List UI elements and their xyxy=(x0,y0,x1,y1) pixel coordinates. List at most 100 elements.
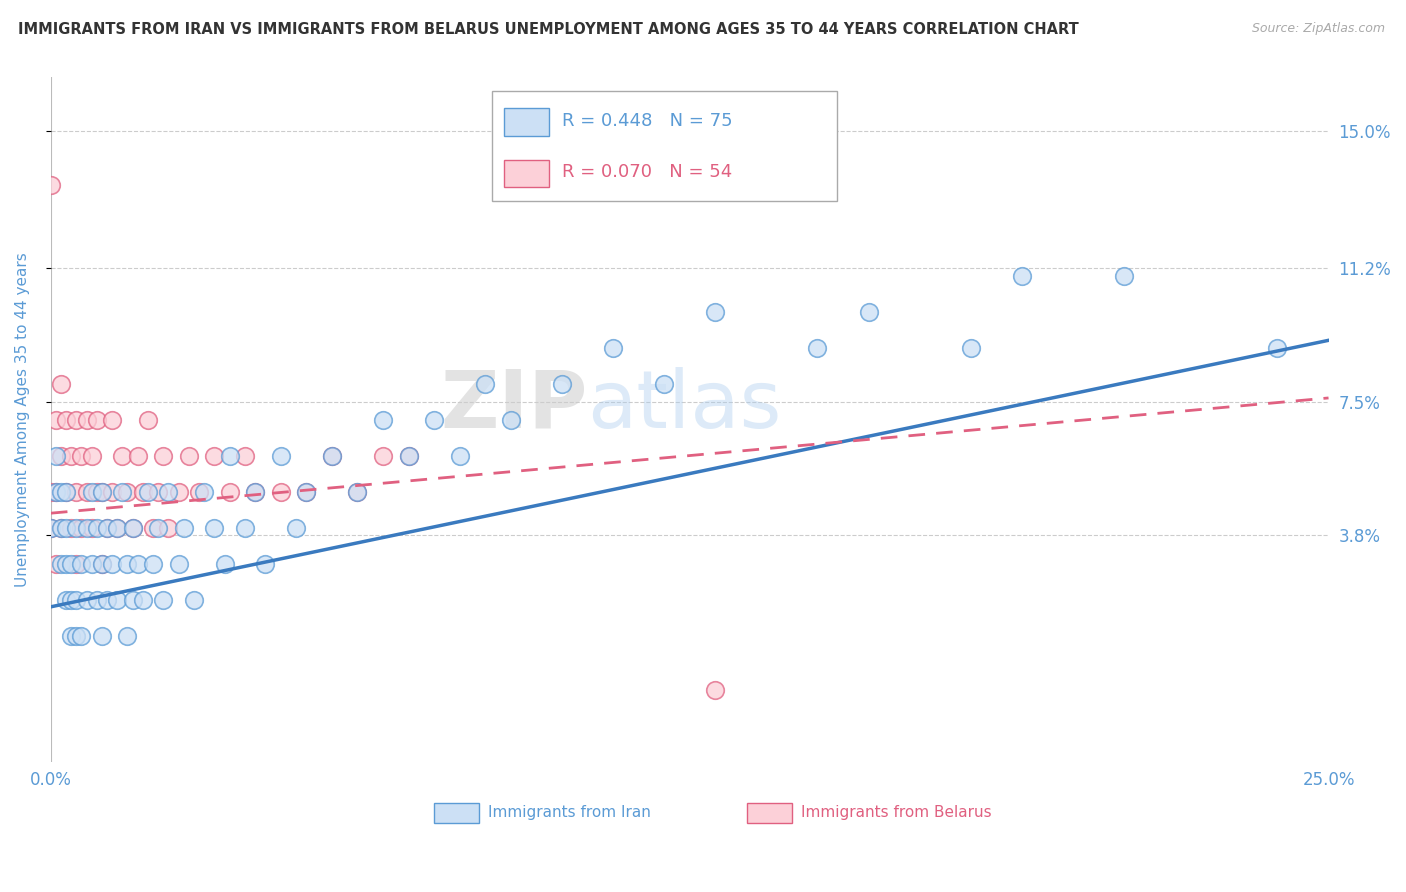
Point xyxy=(111,449,134,463)
Point xyxy=(55,484,77,499)
Point xyxy=(136,484,159,499)
Point xyxy=(167,484,190,499)
Point xyxy=(136,412,159,426)
Point xyxy=(91,484,114,499)
Point xyxy=(55,592,77,607)
Point xyxy=(423,412,446,426)
Point xyxy=(101,412,124,426)
Point xyxy=(321,449,343,463)
Point xyxy=(295,484,318,499)
Point xyxy=(602,341,624,355)
Point xyxy=(60,520,83,534)
Point xyxy=(86,520,108,534)
Point xyxy=(233,449,256,463)
Point xyxy=(49,520,72,534)
Text: ZIP: ZIP xyxy=(440,367,588,445)
Point xyxy=(86,484,108,499)
FancyBboxPatch shape xyxy=(505,108,550,136)
Point xyxy=(188,484,211,499)
Point xyxy=(91,557,114,571)
Point xyxy=(39,520,62,534)
Point xyxy=(60,557,83,571)
Point xyxy=(105,592,128,607)
Point xyxy=(65,484,87,499)
Text: R = 0.448   N = 75: R = 0.448 N = 75 xyxy=(562,112,733,129)
Point xyxy=(117,629,139,643)
Point xyxy=(214,557,236,571)
Point xyxy=(177,449,200,463)
Point xyxy=(45,484,67,499)
Text: Immigrants from Belarus: Immigrants from Belarus xyxy=(801,805,991,821)
Point xyxy=(152,592,174,607)
Point xyxy=(70,449,93,463)
Point xyxy=(132,484,155,499)
Point xyxy=(76,484,98,499)
Point xyxy=(233,520,256,534)
Point xyxy=(91,629,114,643)
Point xyxy=(346,484,368,499)
Point xyxy=(49,376,72,391)
Point xyxy=(254,557,277,571)
Point xyxy=(55,484,77,499)
Point xyxy=(117,557,139,571)
Point xyxy=(167,557,190,571)
Point xyxy=(49,557,72,571)
Point xyxy=(60,449,83,463)
Point xyxy=(70,629,93,643)
Point xyxy=(80,449,103,463)
Point xyxy=(1011,268,1033,283)
Point xyxy=(39,484,62,499)
Point xyxy=(146,520,169,534)
Point xyxy=(218,449,240,463)
Point xyxy=(45,449,67,463)
Point xyxy=(39,178,62,193)
Point xyxy=(101,484,124,499)
Point xyxy=(551,376,574,391)
Point xyxy=(1112,268,1135,283)
Point xyxy=(1267,341,1289,355)
Point xyxy=(398,449,420,463)
Point xyxy=(499,412,522,426)
Point xyxy=(202,520,225,534)
Point xyxy=(121,520,143,534)
FancyBboxPatch shape xyxy=(492,91,837,201)
FancyBboxPatch shape xyxy=(747,803,792,823)
Point xyxy=(49,520,72,534)
Point xyxy=(65,629,87,643)
Point xyxy=(45,557,67,571)
Point xyxy=(858,304,880,318)
Point xyxy=(127,449,149,463)
Point xyxy=(76,520,98,534)
Point xyxy=(96,592,118,607)
Y-axis label: Unemployment Among Ages 35 to 44 years: Unemployment Among Ages 35 to 44 years xyxy=(15,252,30,587)
Point xyxy=(193,484,215,499)
Text: IMMIGRANTS FROM IRAN VS IMMIGRANTS FROM BELARUS UNEMPLOYMENT AMONG AGES 35 TO 44: IMMIGRANTS FROM IRAN VS IMMIGRANTS FROM … xyxy=(18,22,1078,37)
Point xyxy=(121,592,143,607)
Text: R = 0.070   N = 54: R = 0.070 N = 54 xyxy=(562,163,733,181)
Point xyxy=(76,412,98,426)
Point xyxy=(70,557,93,571)
Text: atlas: atlas xyxy=(588,367,782,445)
Point xyxy=(398,449,420,463)
Point xyxy=(270,449,292,463)
Point xyxy=(142,520,165,534)
Point xyxy=(65,412,87,426)
Point xyxy=(704,682,727,697)
Point xyxy=(45,484,67,499)
Point xyxy=(127,557,149,571)
Point xyxy=(173,520,195,534)
Point xyxy=(295,484,318,499)
Point xyxy=(55,412,77,426)
Point xyxy=(157,520,180,534)
Point xyxy=(959,341,981,355)
Point xyxy=(652,376,675,391)
Point xyxy=(371,412,394,426)
Point xyxy=(105,520,128,534)
Point xyxy=(80,484,103,499)
Point xyxy=(474,376,496,391)
Point xyxy=(86,412,108,426)
FancyBboxPatch shape xyxy=(434,803,479,823)
Point xyxy=(49,484,72,499)
Point xyxy=(105,520,128,534)
Point xyxy=(371,449,394,463)
